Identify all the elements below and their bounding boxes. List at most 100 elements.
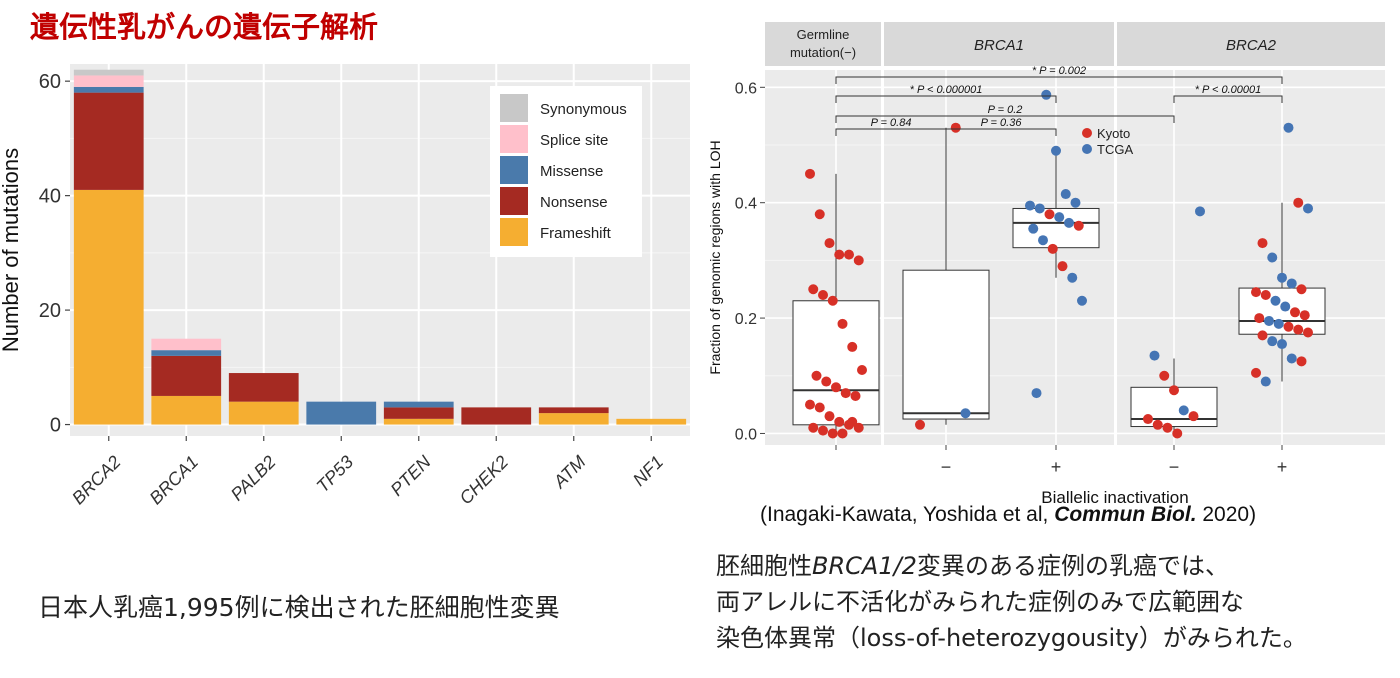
data-point [847,416,858,427]
data-point [1077,295,1087,306]
data-point [1152,419,1163,430]
data-point [850,390,861,401]
legend-label: Frameshift [540,225,612,242]
right-caption-line-2: 両アレルに不活化がみられた症例のみで広範囲な [716,588,1244,616]
right-caption-line-1: 胚細胞性BRCA1/2変異のある症例の乳癌では、 [716,552,1229,580]
bar-segment [73,75,144,87]
bar-segment [151,338,222,351]
data-point [1251,287,1261,298]
data-point [1031,388,1042,399]
data-point [1159,370,1170,381]
data-point [1293,324,1304,335]
data-point [1067,272,1078,283]
data-point [1195,206,1205,217]
legend-swatch [500,94,528,122]
legend-label: Missense [540,163,603,180]
bar-segment [461,407,532,425]
data-point [1303,327,1313,338]
data-point [824,238,835,249]
significance-bracket [835,95,1057,103]
data-point [831,382,841,393]
data-point [834,249,845,260]
x-tick-label: CHEK2 [456,452,513,509]
legend-marker [1082,144,1092,154]
data-point [1054,212,1065,223]
data-point [915,419,925,430]
x-tick-label: − [1169,457,1180,477]
data-point [1060,189,1071,200]
data-point [1051,145,1061,156]
data-point [1057,261,1068,272]
data-point [818,290,828,300]
data-point [1270,295,1281,306]
x-axis-title: Biallelic inactivation [1041,488,1188,507]
data-point [1073,220,1084,231]
data-point [1038,235,1048,246]
data-point [1267,336,1278,347]
legend-marker [1082,128,1092,138]
facet-label: mutation(−) [790,45,856,60]
y-tick-label: 0.2 [735,311,757,328]
data-point [1254,313,1265,324]
right-caption: 胚細胞性BRCA1/2変異のある症例の乳癌では、 両アレルに不活化がみられた症例… [716,548,1307,656]
data-point [1064,217,1074,228]
right-caption-line-3: 染色体異常（loss-of-heterozygousity）がみられた。 [716,624,1307,652]
data-point [1303,203,1313,214]
citation-pre: (Inagaki-Kawata, Yoshida et al, [760,503,1055,526]
significance-label: P = 0.84 [871,117,912,129]
data-point [1172,428,1183,439]
data-point [1273,318,1284,329]
data-point [811,370,822,381]
data-point [827,428,838,439]
citation-post: 2020) [1196,503,1257,526]
data-point [827,295,838,306]
bar-segment [228,373,299,402]
y-axis-title: Fraction of genomic regions with LOH [707,140,723,374]
bar-segment [383,407,454,419]
facet-strip [1117,22,1385,66]
significance-bracket [1173,95,1283,103]
slide-title: 遺伝性乳がんの遺伝子解析 [30,10,379,44]
x-tick-label: NF1 [629,452,667,490]
x-tick-label: TP53 [313,452,358,497]
legend-swatch [500,156,528,184]
data-point [837,318,848,329]
facet-label: BRCA1 [974,37,1024,54]
data-point [814,209,825,220]
data-point [1025,200,1035,211]
legend-label: Kyoto [1097,126,1130,141]
mutation-bar-chart: 0 20 40 60 BRCA2 BRCA1 PALB2 TP53 PTEN CHEK2 ATM NF… [0,64,690,509]
bar-segment [228,401,299,425]
data-point [1280,301,1291,312]
bar-segment [383,401,454,408]
data-point [1283,321,1294,332]
bar-segment [616,418,687,425]
bar-segment [73,92,144,190]
data-point [1143,414,1153,425]
legend-label: Synonymous [540,101,627,118]
data-point [960,408,971,419]
y-tick-label: 0.6 [735,80,757,97]
bar-segment [73,86,144,93]
data-point [1299,310,1310,321]
data-point [1257,330,1268,341]
data-point [834,416,845,427]
bar-segment [73,69,144,76]
data-point [1070,197,1081,208]
loh-boxplot-chart: Germline mutation(−) BRCA1 BRCA2 0.0 0.2 0.4 0.… [707,22,1385,507]
data-point [1293,197,1304,208]
y-tick-label: 60 [39,71,61,93]
x-tick-label: + [1051,457,1062,477]
data-point [818,425,828,436]
data-point [808,422,819,433]
data-point [844,249,854,260]
data-point [1264,315,1274,326]
bar-segment [538,407,609,414]
data-point [1286,278,1297,289]
data-point [1296,284,1307,295]
y-tick-label: 0.4 [735,196,757,213]
bar-segment [306,401,377,425]
data-point [1178,405,1189,416]
data-point [1277,272,1287,283]
data-point [1260,290,1271,300]
